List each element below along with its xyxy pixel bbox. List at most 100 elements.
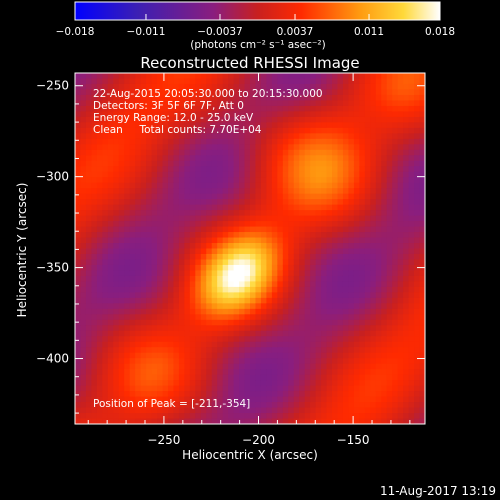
heatmap-cell: [397, 232, 404, 239]
heatmap-cell: [222, 149, 229, 156]
heatmap-cell: [233, 259, 240, 266]
heatmap-cell: [173, 270, 180, 277]
heatmap-cell: [332, 380, 339, 387]
heatmap-cell: [189, 160, 196, 167]
heatmap-cell: [359, 193, 366, 200]
heatmap-cell: [102, 149, 109, 156]
y-axis-ticks: −250−300−350−400: [36, 79, 425, 414]
heatmap-cell: [397, 281, 404, 288]
heatmap-cell: [124, 138, 131, 145]
heatmap-cell: [200, 226, 207, 233]
heatmap-cell: [107, 297, 114, 304]
heatmap-cell: [233, 281, 240, 288]
heatmap-cell: [102, 94, 109, 102]
heatmap-cell: [80, 144, 87, 151]
heatmap-cell: [222, 166, 229, 173]
heatmap-cell: [167, 122, 175, 129]
heatmap-cell: [118, 94, 125, 102]
heatmap-cell: [310, 380, 317, 387]
heatmap-cell: [206, 281, 213, 288]
heatmap-cell: [91, 226, 98, 233]
heatmap-cell: [91, 292, 98, 299]
heatmap-cell: [140, 341, 147, 348]
heatmap-cell: [255, 396, 262, 403]
heatmap-cell: [206, 330, 213, 337]
heatmap-cell: [189, 94, 196, 102]
heatmap-cell: [129, 133, 136, 140]
heatmap-cell: [326, 204, 333, 211]
heatmap-cell: [244, 391, 251, 398]
heatmap-cell: [277, 237, 284, 244]
heatmap-cell: [222, 182, 229, 189]
heatmap-cell: [211, 352, 218, 359]
heatmap-cell: [260, 314, 268, 321]
heatmap-cell: [332, 171, 339, 178]
heatmap-cell: [195, 232, 202, 239]
heatmap-cell: [370, 341, 377, 348]
heatmap-cell: [332, 341, 339, 348]
heatmap-cell: [386, 155, 393, 162]
heatmap-cell: [250, 204, 257, 211]
heatmap-cell: [124, 78, 131, 85]
heatmap-cell: [321, 391, 328, 398]
heatmap-cell: [129, 160, 136, 167]
heatmap-cell: [85, 413, 93, 420]
heatmap-cell: [239, 319, 246, 326]
heatmap-cell: [157, 292, 164, 299]
heatmap-cell: [282, 385, 289, 392]
heatmap-cell: [332, 325, 339, 332]
heatmap-cell: [370, 127, 377, 134]
heatmap-cell: [222, 391, 229, 398]
heatmap-cell: [146, 407, 153, 414]
heatmap-cell: [321, 336, 328, 343]
heatmap-cell: [271, 210, 278, 217]
heatmap-cell: [337, 111, 344, 118]
heatmap-cell: [151, 215, 158, 222]
heatmap-cell: [157, 286, 164, 293]
heatmap-cell: [271, 78, 278, 85]
heatmap-cell: [250, 215, 257, 222]
heatmap-cell: [332, 144, 339, 151]
heatmap-cell: [113, 111, 120, 118]
heatmap-cell: [118, 385, 125, 392]
heatmap-cell: [233, 297, 240, 304]
heatmap-cell: [397, 369, 404, 376]
heatmap-cell: [200, 264, 207, 272]
heatmap-cell: [167, 127, 175, 134]
heatmap-cell: [419, 122, 425, 129]
heatmap-cell: [326, 248, 333, 255]
heatmap-cell: [146, 402, 153, 409]
heatmap-cell: [151, 204, 158, 211]
heatmap-cell: [359, 341, 366, 348]
heatmap-cell: [304, 116, 311, 123]
heatmap-cell: [359, 253, 366, 261]
heatmap-cell: [359, 210, 366, 217]
heatmap-cell: [222, 144, 229, 151]
heatmap-cell: [129, 237, 136, 244]
heatmap-cell: [96, 402, 103, 409]
heatmap-cell: [91, 116, 98, 123]
heatmap-cell: [342, 380, 350, 387]
heatmap-cell: [151, 144, 158, 151]
heatmap-cell: [414, 270, 421, 277]
heatmap-cell: [118, 73, 125, 80]
heatmap-cell: [364, 352, 371, 359]
heatmap-cell: [370, 336, 377, 343]
heatmap-cell: [96, 100, 103, 107]
heatmap-cell: [266, 413, 273, 420]
heatmap-cell: [348, 391, 355, 398]
heatmap-cell: [178, 232, 185, 239]
heatmap-cell: [167, 215, 175, 222]
heatmap-cell: [392, 122, 399, 129]
heatmap-cell: [157, 369, 164, 376]
heatmap-cell: [178, 215, 185, 222]
heatmap-cell: [239, 413, 246, 420]
heatmap-cell: [102, 385, 109, 392]
heatmap-cell: [85, 358, 93, 365]
heatmap-cell: [255, 380, 262, 387]
heatmap-cell: [304, 166, 311, 173]
heatmap-cell: [91, 319, 98, 326]
heatmap-cell: [217, 94, 224, 102]
heatmap-cell: [419, 182, 425, 189]
heatmap-cell: [392, 243, 399, 250]
